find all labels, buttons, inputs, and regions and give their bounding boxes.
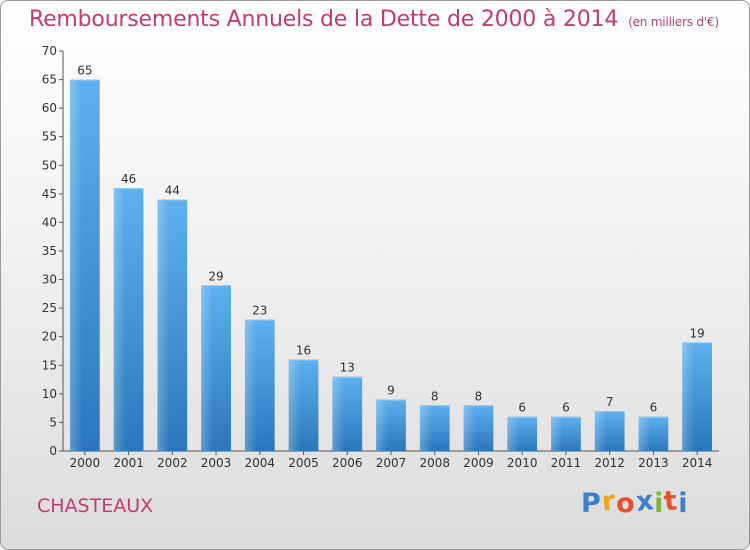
bars: 65 46 44 29 23 16 13 9 8 8 6 6 7 6 19	[69, 64, 713, 452]
logo-letter: r	[600, 485, 618, 518]
x-tick-label: 2012	[594, 456, 625, 470]
y-tick-label: 45	[42, 187, 57, 201]
data-label: 19	[689, 326, 704, 340]
y-tick-label: 60	[42, 101, 57, 115]
data-label: 6	[518, 401, 526, 415]
data-label: 9	[387, 384, 395, 398]
logo-letter: i	[678, 488, 689, 519]
data-label: 16	[296, 344, 311, 358]
town-name: CHASTEAUX	[37, 495, 154, 517]
data-label: 7	[606, 395, 614, 409]
bar-highlight	[551, 416, 581, 451]
x-tick-label: 2000	[70, 456, 101, 470]
y-tick-label: 50	[42, 158, 57, 172]
x-tick-label: 2004	[245, 456, 276, 470]
y-tick-label: 20	[42, 330, 57, 344]
logo-letter: x	[634, 485, 656, 518]
logo-letter: o	[616, 488, 636, 519]
data-label: 8	[431, 389, 439, 403]
data-label: 44	[165, 184, 180, 198]
bar-highlight	[419, 405, 450, 451]
y-tick-label: 0	[49, 444, 57, 458]
bar-highlight	[682, 342, 713, 451]
x-tick-label: 2011	[551, 456, 582, 470]
data-label: 8	[475, 389, 483, 403]
y-tick-label: 5	[49, 415, 57, 429]
x-tick-label: 2014	[682, 456, 713, 470]
data-label: 13	[340, 361, 355, 375]
bar-highlight	[157, 199, 188, 451]
bar-highlight	[244, 319, 275, 451]
data-label: 29	[208, 269, 223, 283]
bar-highlight	[288, 359, 319, 451]
y-tick-label: 70	[42, 44, 57, 58]
bar-highlight	[463, 405, 494, 451]
y-tick-label: 30	[42, 273, 57, 287]
bar-highlight	[507, 416, 538, 451]
x-tick-label: 2013	[638, 456, 669, 470]
x-tick-label: 2010	[507, 456, 538, 470]
x-tick-label: 2002	[157, 456, 188, 470]
chart-title: Remboursements Annuels de la Dette de 20…	[29, 7, 719, 32]
x-tick-label: 2005	[288, 456, 319, 470]
axes: 0 5 10 15 20 25 30 35 40 45 50 55 60 65 70 2000 2001 2002…	[42, 44, 719, 470]
chart-subtitle: (en milliers d'€)	[628, 15, 719, 29]
bar-highlight	[638, 416, 669, 451]
logo-letter: P	[581, 488, 602, 519]
data-label: 6	[650, 401, 658, 415]
data-label: 23	[252, 304, 267, 318]
bar-highlight	[332, 376, 363, 451]
x-tick-label: 2006	[332, 456, 363, 470]
y-tick-label: 55	[42, 130, 57, 144]
proxiti-logo[interactable]: Proxiti	[581, 485, 689, 519]
x-tick-label: 2003	[201, 456, 232, 470]
data-label: 46	[121, 172, 136, 186]
x-tick-label: 2007	[376, 456, 407, 470]
y-tick-label: 65	[42, 73, 57, 87]
bar-highlight	[376, 399, 406, 451]
bar-highlight	[69, 79, 100, 452]
chart-title-text: Remboursements Annuels de la Dette de 20…	[29, 7, 619, 32]
logo-letter: i	[654, 488, 665, 519]
x-tick-label: 2008	[419, 456, 450, 470]
data-label: 6	[562, 401, 570, 415]
x-tick-label: 2001	[113, 456, 144, 470]
y-tick-label: 40	[42, 215, 57, 229]
y-tick-label: 35	[42, 244, 57, 258]
y-tick-label: 10	[42, 387, 57, 401]
bar-highlight	[594, 411, 625, 451]
x-tick-label: 2009	[463, 456, 494, 470]
data-label: 65	[77, 64, 92, 78]
bar-highlight	[113, 188, 144, 451]
bar-highlight	[201, 285, 231, 451]
y-tick-label: 15	[42, 358, 57, 372]
y-tick-label: 25	[42, 301, 57, 315]
